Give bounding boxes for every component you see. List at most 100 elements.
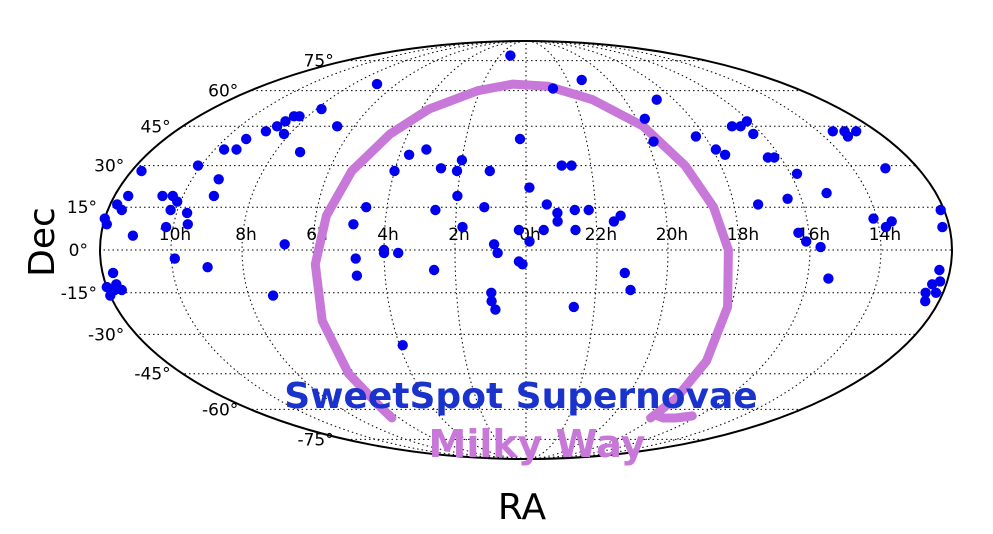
supernova-point [278, 128, 290, 140]
supernova-point [492, 247, 503, 259]
supernova-point [821, 187, 832, 199]
supernova-point [920, 296, 931, 307]
supernova-point [490, 304, 501, 315]
supernova-point [880, 221, 892, 233]
supernova-point [456, 155, 468, 166]
supernova-point [517, 259, 528, 270]
supernova-point [332, 121, 343, 132]
supernova-point [172, 196, 183, 207]
ra-tick-label: 8h [235, 225, 257, 245]
ra-gridline [525, 41, 669, 459]
supernova-point [619, 267, 630, 279]
supernova-point [231, 144, 242, 155]
supernova-point [428, 264, 440, 276]
supernova-point [927, 279, 938, 290]
supernova-point [421, 144, 432, 155]
supernova-point [105, 290, 116, 301]
supernova-point [880, 163, 891, 174]
supernova-point [267, 290, 279, 301]
supernova-point [935, 204, 946, 216]
projection-outline [99, 40, 953, 460]
supernova-point [842, 131, 854, 142]
supernova-point [815, 241, 826, 253]
supernova-point [393, 247, 404, 259]
supernova-point [350, 253, 361, 264]
supernova-point [801, 236, 812, 247]
supernova-point [552, 216, 563, 227]
supernova-point [192, 160, 204, 171]
supernova-point [271, 121, 283, 132]
dec-tick-label: -30° [88, 325, 124, 345]
dec-tick-label: -75° [297, 430, 333, 450]
supernova-point [316, 103, 327, 115]
supernova-point [583, 204, 594, 216]
supernova-point [457, 221, 468, 233]
dec-tick-label: -15° [61, 284, 97, 304]
supernova-point [160, 221, 172, 233]
supernova-point [782, 193, 793, 204]
supernova-point [710, 144, 722, 155]
supernova-point [741, 116, 753, 127]
ra-gridline [525, 41, 811, 459]
y-axis-label: Dec [22, 207, 63, 277]
supernova-point [576, 74, 587, 86]
milky-way-tail [653, 411, 697, 423]
supernova-point [690, 131, 702, 142]
supernova-point [868, 213, 879, 224]
supernova-point [218, 144, 230, 155]
ra-gridline [170, 41, 527, 459]
supernova-point [648, 136, 659, 147]
dec-tick-label: 45° [141, 117, 171, 137]
supernova-point [479, 202, 490, 213]
supernova-point [568, 301, 579, 313]
milky-way-band [310, 79, 733, 423]
dec-tick-label: -60° [202, 400, 238, 420]
supernova-point [294, 146, 306, 158]
ra-tick-label: 14h [869, 225, 901, 245]
supernova-point [793, 227, 804, 238]
x-axis-label: RA [498, 487, 547, 528]
supernova-point [851, 126, 862, 137]
supernova-point [538, 224, 549, 236]
supernova-point [136, 165, 147, 177]
supernova-point [169, 253, 180, 264]
supernova-point [651, 94, 662, 105]
ra-tick-label: 18h [727, 225, 759, 245]
supernova-point [213, 174, 224, 185]
supernova-point [112, 199, 123, 210]
supernova-point [430, 204, 441, 216]
supernova-point [165, 204, 176, 216]
supernova-point [827, 126, 838, 137]
supernova-point [123, 190, 134, 202]
supernova-point [181, 207, 193, 219]
supernova-point [570, 224, 581, 236]
supernova-point [280, 116, 291, 127]
supernova-point [451, 165, 463, 177]
supernova-point [202, 262, 213, 273]
supernova-point [486, 287, 497, 298]
supernova-point [351, 270, 363, 281]
supernova-point [556, 160, 567, 171]
supernova-point [524, 236, 535, 247]
supernova-point [452, 190, 463, 202]
supernova-point [484, 165, 495, 177]
supernova-point [435, 163, 447, 174]
supernova-point [930, 287, 942, 298]
dec-tick-label: 60° [208, 82, 238, 102]
supernova-point [505, 50, 516, 61]
supernova-point [486, 296, 497, 307]
supernova-point [547, 83, 559, 94]
supernova-point [625, 284, 636, 296]
supernova-point [294, 111, 305, 122]
supernova-point [361, 202, 372, 213]
dec-tick-label: 30° [94, 157, 124, 177]
supernova-point [920, 287, 931, 298]
ra-tick-label: 22h [585, 225, 617, 245]
supernova-point [541, 199, 552, 210]
supernova-point [279, 239, 290, 250]
supernova-point [397, 340, 408, 351]
supernova-point [101, 281, 113, 293]
supernova-point [378, 247, 390, 259]
supernova-point [111, 279, 122, 290]
